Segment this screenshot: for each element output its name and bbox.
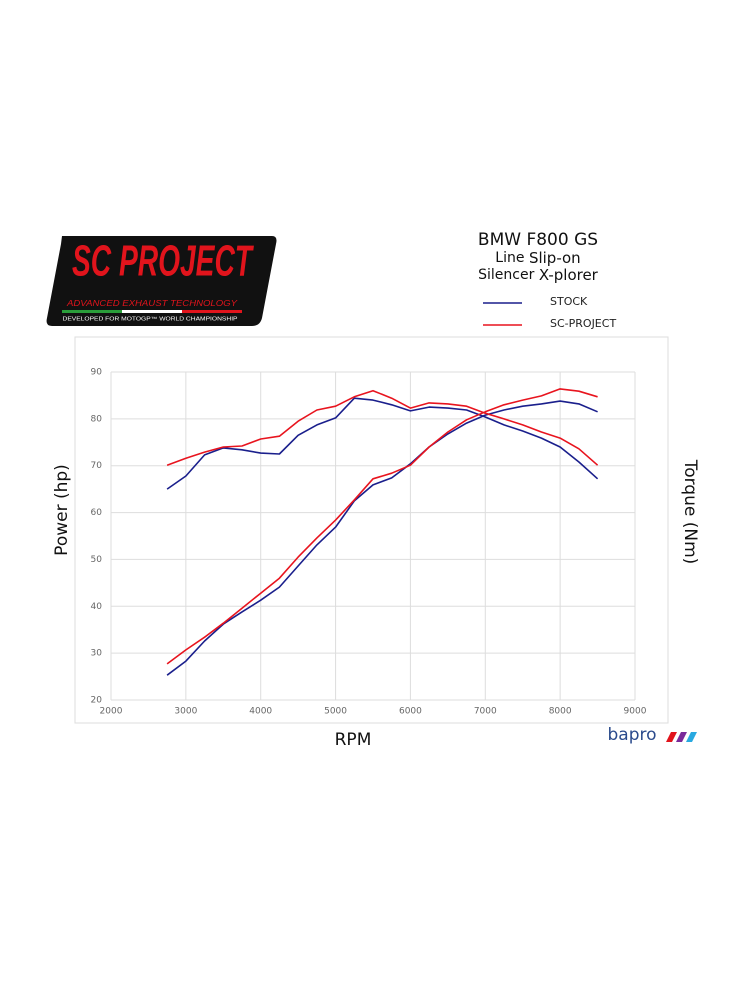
subtitle: Line Slip-on (495, 249, 580, 267)
flag-green (62, 310, 122, 313)
series-line (166, 400, 598, 676)
y-tick-label: 40 (91, 602, 103, 612)
x-axis-label: RPM (335, 730, 372, 750)
logo-tagline: ADVANCED EXHAUST TECHNOLOGY (66, 299, 238, 308)
series-line (166, 389, 599, 466)
flag-red (182, 310, 242, 313)
series-line (166, 397, 599, 490)
series-line (166, 388, 598, 665)
subtitle-label: Silencer (478, 267, 534, 283)
subtitle-value: X-plorer (539, 266, 599, 284)
logo-brand: SC PROJECT (72, 237, 254, 286)
y2-axis-label: Torque (Nm) (680, 459, 700, 565)
y-tick-label: 30 (91, 649, 103, 659)
subtitle: Silencer X-plorer (478, 266, 599, 284)
x-tick-label: 9000 (624, 707, 647, 717)
legend-label: SC-PROJECT (550, 317, 616, 330)
x-tick-label: 6000 (399, 707, 422, 717)
logo: SC PROJECT ADVANCED EXHAUST TECHNOLOGY D… (46, 236, 277, 326)
y-axis-label: Power (hp) (52, 464, 72, 556)
watermark-icon (666, 732, 697, 742)
y-tick-label: 70 (91, 461, 103, 471)
y-tick-label: 90 (91, 368, 103, 378)
subtitle-value: Slip-on (529, 249, 581, 267)
logo-badge (46, 236, 277, 326)
x-tick-label: 2000 (100, 707, 123, 717)
logo-footer: DEVELOPED FOR MOTOGP™ WORLD CHAMPIONSHIP (63, 316, 238, 322)
y-tick-label: 20 (91, 696, 103, 706)
chart-title: BMW F800 GS (478, 230, 598, 250)
subtitle-label: Line (495, 250, 524, 266)
y-tick-label: 80 (91, 414, 103, 424)
plot-frame (74, 336, 669, 724)
flag-white (122, 310, 182, 313)
x-tick-label: 4000 (249, 707, 272, 717)
y-tick-label: 50 (91, 555, 103, 565)
watermark: bapro (607, 725, 656, 745)
x-tick-label: 7000 (474, 707, 497, 717)
x-tick-label: 3000 (174, 707, 197, 717)
x-tick-label: 5000 (324, 707, 347, 717)
y-tick-label: 60 (91, 508, 103, 518)
legend-label: STOCK (550, 295, 588, 308)
x-tick-label: 8000 (549, 707, 572, 717)
